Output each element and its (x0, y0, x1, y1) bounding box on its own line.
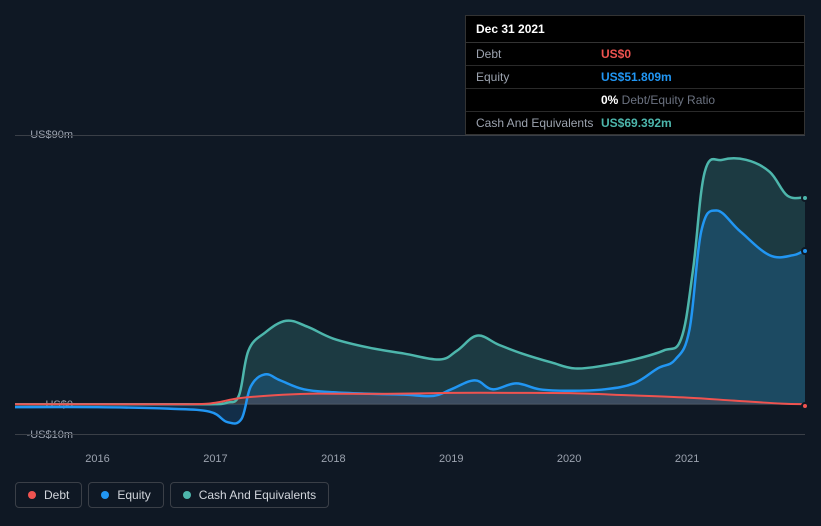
tooltip-panel: Dec 31 2021 DebtUS$0EquityUS$51.809m0% D… (465, 15, 805, 135)
tooltip-row: DebtUS$0 (466, 43, 804, 66)
legend-label: Equity (117, 488, 150, 502)
tooltip-row-value: US$0 (601, 47, 631, 61)
x-axis-label: 2018 (321, 453, 345, 465)
x-axis-label: 2020 (557, 453, 581, 465)
legend-dot-icon (28, 491, 36, 499)
series-end-dot-equity (801, 247, 809, 255)
series-end-dot-debt (801, 402, 809, 410)
chart: US$90mUS$0-US$10m 2016201720182019202020… (15, 115, 805, 445)
tooltip-row-label (476, 93, 601, 107)
tooltip-row: EquityUS$51.809m (466, 66, 804, 89)
tooltip-row-value: 0% Debt/Equity Ratio (601, 93, 715, 107)
legend-dot-icon (183, 491, 191, 499)
legend-item-debt[interactable]: Debt (15, 482, 82, 508)
tooltip-row-value: US$69.392m (601, 116, 672, 130)
legend: Debt Equity Cash And Equivalents (15, 482, 329, 508)
tooltip-row: Cash And EquivalentsUS$69.392m (466, 112, 804, 134)
legend-label: Cash And Equivalents (199, 488, 316, 502)
series-end-dot-cash (801, 194, 809, 202)
tooltip-row-label: Debt (476, 47, 601, 61)
x-axis-label: 2016 (85, 453, 109, 465)
plot-area (15, 135, 805, 435)
tooltip-row-value: US$51.809m (601, 70, 672, 84)
legend-item-cash[interactable]: Cash And Equivalents (170, 482, 329, 508)
x-axis-label: 2017 (203, 453, 227, 465)
tooltip-row-label: Equity (476, 70, 601, 84)
legend-dot-icon (101, 491, 109, 499)
x-axis-label: 2019 (439, 453, 463, 465)
tooltip-row: 0% Debt/Equity Ratio (466, 89, 804, 112)
legend-item-equity[interactable]: Equity (88, 482, 163, 508)
legend-label: Debt (44, 488, 69, 502)
x-axis-label: 2021 (675, 453, 699, 465)
tooltip-row-label: Cash And Equivalents (476, 116, 601, 130)
tooltip-date: Dec 31 2021 (466, 16, 804, 43)
